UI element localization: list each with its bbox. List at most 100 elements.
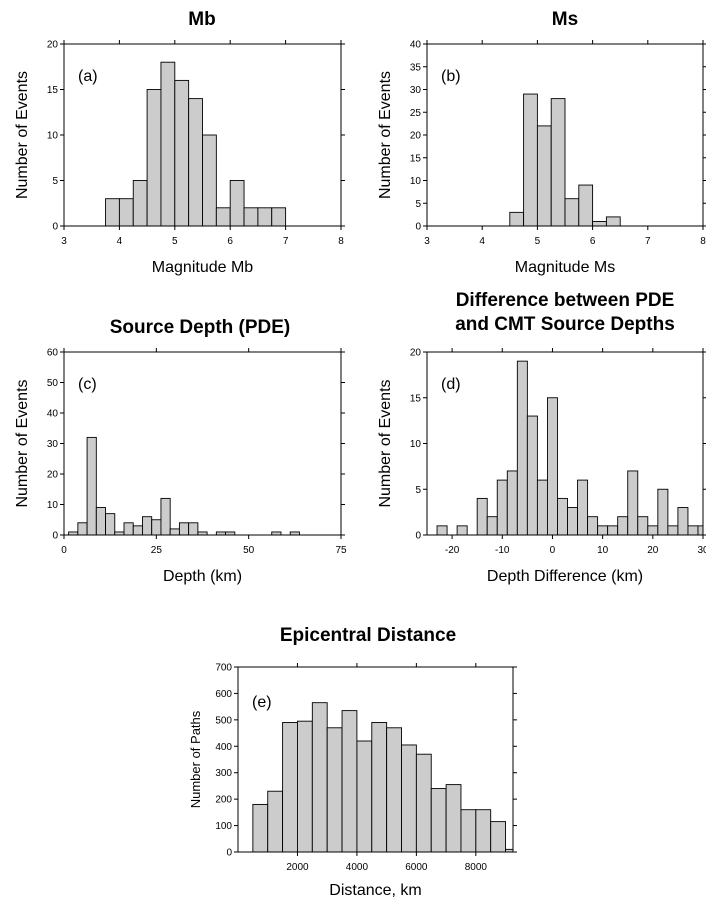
chart-title: Ms: [552, 9, 578, 30]
chart-a: Mb 0 5 10 15 20 3 4 5 6 7 8 (a) Magnitude Mb Number of…: [14, 9, 345, 276]
y-tick-label: 500: [215, 715, 232, 726]
chart-title: Epicentral Distance: [280, 625, 456, 646]
y-tick-label: 15: [47, 85, 59, 96]
histogram-bar: [475, 809, 492, 853]
y-tick-label: 0: [226, 848, 232, 859]
y-tick-label: 15: [410, 153, 422, 164]
y-tick-label: 5: [52, 176, 58, 187]
chart-e: Epicentral Distance 0 100 200 300 400 500 600 70…: [188, 625, 517, 899]
histogram-bar: [476, 497, 488, 536]
histogram-bar: [506, 470, 518, 536]
y-tick-label: 300: [215, 768, 232, 779]
y-tick-label: 200: [215, 795, 232, 806]
histogram-bar: [697, 525, 704, 536]
histogram-bar: [536, 125, 552, 227]
x-tick-label: 20: [647, 545, 659, 556]
histogram-bar: [105, 198, 120, 227]
chart-title: Difference between PDE and CMT Source Dep…: [455, 290, 675, 335]
y-axis-label: Number of Events: [14, 379, 31, 507]
histogram-bar: [215, 207, 231, 227]
x-tick-label: 75: [335, 545, 347, 556]
x-axis-label: Magnitude Ms: [515, 259, 616, 276]
y-tick-label: 30: [47, 439, 59, 450]
histogram-bar: [311, 702, 328, 853]
y-tick-label: 20: [410, 348, 422, 359]
x-tick-label: 6: [227, 236, 233, 247]
histogram-bar: [297, 720, 313, 853]
histogram-bar: [160, 497, 171, 536]
x-tick-label: -20: [445, 545, 460, 556]
y-tick-label: 50: [47, 378, 59, 389]
panel-label: (e): [252, 694, 272, 711]
x-tick-label: 30: [697, 545, 706, 556]
histogram-bar: [445, 784, 462, 853]
histogram-bar: [132, 525, 143, 536]
panel-label: (a): [78, 68, 98, 85]
y-tick-label: 700: [215, 663, 232, 674]
y-tick-label: 600: [215, 689, 232, 700]
x-tick-label: 25: [151, 545, 163, 556]
histogram-bar: [257, 207, 273, 227]
histogram-bar: [577, 479, 589, 536]
y-tick-label: 10: [47, 131, 59, 142]
histogram-bar: [243, 207, 259, 227]
histogram-bar: [188, 522, 199, 536]
histogram-bar: [687, 525, 699, 536]
x-tick-label: 6000: [405, 862, 428, 873]
histogram-bar: [550, 98, 566, 227]
y-tick-label: 60: [47, 348, 59, 359]
y-tick-label: 0: [52, 531, 58, 542]
histogram-bar: [252, 803, 269, 853]
y-tick-label: 10: [47, 500, 59, 511]
y-tick-label: 0: [415, 531, 421, 542]
histogram-bar: [677, 507, 689, 536]
x-tick-label: 5: [535, 236, 541, 247]
histogram-bar: [605, 216, 621, 227]
y-tick-label: 100: [215, 821, 232, 832]
histogram-bar: [657, 488, 669, 536]
histogram-bar: [132, 180, 148, 227]
y-tick-label: 10: [410, 176, 422, 187]
histogram-bar: [188, 98, 203, 227]
histogram-bar: [174, 79, 190, 227]
y-axis-label: Number of Events: [377, 71, 394, 199]
chart-c: Source Depth (PDE) 0 10 20 30 40 50 60 0 25 50 75 (c…: [14, 317, 347, 585]
histogram-bar: [282, 722, 298, 853]
histogram-bar: [592, 220, 607, 227]
histogram-bar: [647, 525, 659, 536]
histogram-bar: [486, 516, 498, 536]
y-tick-label: 15: [410, 393, 422, 404]
histogram-bar: [460, 809, 477, 853]
x-tick-label: 0: [550, 545, 556, 556]
histogram-bar: [637, 516, 649, 536]
histogram-bar: [496, 479, 508, 536]
histogram-bar: [536, 479, 548, 536]
histogram-bar: [142, 516, 153, 536]
histogram-bar: [267, 790, 284, 853]
x-tick-label: 4: [117, 236, 123, 247]
histogram-bar: [526, 415, 538, 536]
histogram-bar: [178, 522, 190, 536]
histogram-bar: [578, 184, 594, 227]
histogram-bar: [356, 740, 373, 853]
x-tick-label: 3: [424, 236, 430, 247]
histogram-bar: [151, 519, 162, 536]
histogram-bar: [401, 744, 417, 853]
histogram-bar: [516, 360, 528, 536]
histogram-bar: [160, 61, 176, 227]
histogram-bar: [607, 525, 619, 536]
x-tick-label: -10: [495, 545, 510, 556]
x-tick-label: 2000: [286, 862, 309, 873]
y-tick-label: 0: [52, 222, 58, 233]
x-tick-label: 4000: [346, 862, 369, 873]
histogram-bar: [617, 516, 629, 536]
histogram-bar: [627, 470, 639, 536]
y-tick-label: 20: [47, 470, 59, 481]
y-tick-label: 10: [410, 439, 422, 450]
panel-label: (c): [78, 376, 97, 393]
histogram-bar: [564, 198, 580, 227]
histogram-bar: [587, 516, 599, 536]
histogram-bar: [490, 821, 507, 853]
y-tick-label: 40: [47, 409, 59, 420]
